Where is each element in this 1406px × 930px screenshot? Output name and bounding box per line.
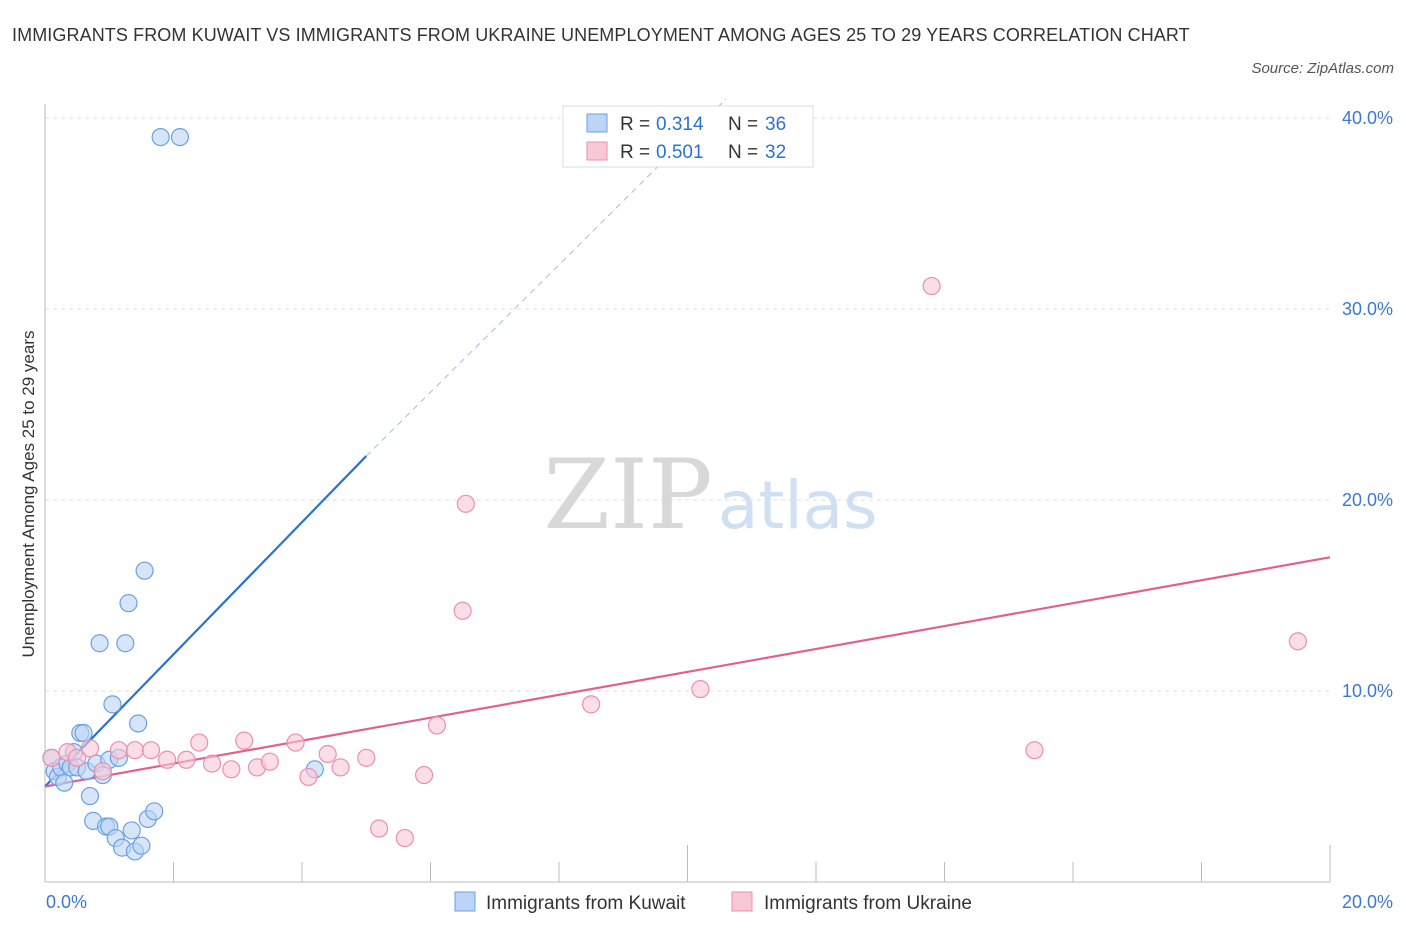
kuwait-point [122,821,141,840]
bottom-legend-swatch-kuwait [454,891,476,912]
ukraine-point [260,752,279,771]
watermark-atlas: atlas [718,467,878,544]
ukraine-point [456,494,475,513]
ukraine-point [1288,632,1307,651]
legend-r-value-kuwait: 0.314 [656,114,704,135]
kuwait-point [129,714,148,733]
bottom-legend-label-ukraine: Immigrants from Ukraine [764,893,972,914]
bottom-legend-label-kuwait: Immigrants from Kuwait [486,893,686,914]
legend-r-label-kuwait: R = [620,114,650,135]
ukraine-point [222,760,241,779]
ukraine-point [109,741,128,760]
kuwait-point [132,836,151,855]
y-tick-label: 40.0% [1342,108,1393,128]
correlation-legend: R = 0.314 N = 36 R = 0.501 N = 32 [562,105,814,168]
ukraine-point [235,731,254,750]
kuwait-point [119,594,138,613]
ukraine-point [331,758,350,777]
ukraine-point [395,828,414,848]
ukraine-point [141,741,161,760]
ukraine-point [177,750,196,769]
legend-n-label-kuwait: N = [728,114,758,135]
legend-n-value-kuwait: 36 [765,114,786,135]
ukraine-point [453,601,472,620]
ukraine-point [414,765,434,785]
ukraine-point [427,716,447,735]
grid-lines [45,117,1330,692]
kuwait-point [80,786,100,806]
kuwait-point [55,773,74,792]
bottom-legend-swatch-ukraine [731,891,753,912]
kuwait-point [116,634,135,653]
chart-source: Source: ZipAtlas.com [1251,60,1394,77]
ukraine-point [68,748,87,767]
trend-line-ukraine [44,556,1331,788]
kuwait-point [145,802,164,821]
kuwait-point [90,634,109,653]
ukraine-point [42,748,61,767]
ukraine-point [286,733,305,752]
ukraine-point [157,750,177,769]
ukraine-point [370,819,389,838]
kuwait-point [135,561,154,580]
ukraine-point [1025,741,1044,760]
chart-title: IMMIGRANTS FROM KUWAIT VS IMMIGRANTS FRO… [12,25,1190,45]
kuwait-point [103,695,122,714]
ukraine-point [299,767,318,787]
ukraine-point [93,762,112,781]
watermark-zip: ZIP [543,439,712,551]
ukraine-point [125,741,145,760]
series-legend: Immigrants from Kuwait Immigrants from U… [454,891,972,914]
kuwait-point [74,723,93,743]
ukraine-point [357,748,376,767]
ukraine-point [80,739,100,758]
legend-r-value-ukraine: 0.501 [656,142,704,163]
data-points [42,128,1307,861]
ukraine-point [202,754,222,773]
x-tick-label: 0.0% [46,892,87,912]
y-tick-label: 30.0% [1342,299,1393,319]
legend-n-label-ukraine: N = [728,142,758,163]
x-tick-label: 20.0% [1342,892,1393,912]
legend-swatch-ukraine [586,141,608,161]
trend-line-kuwait [44,455,368,788]
ukraine-point [318,744,337,764]
legend-r-label-ukraine: R = [620,142,650,163]
ukraine-point [582,695,601,714]
y-axis-label: Unemployment Among Ages 25 to 29 years [19,331,38,658]
y-tick-label: 20.0% [1342,490,1393,510]
ukraine-point [190,733,209,752]
ukraine-point [922,276,941,296]
y-tick-labels: 10.0% 20.0% 30.0% 40.0% [1342,108,1393,701]
legend-n-value-ukraine: 32 [765,142,786,163]
x-tick-labels: 0.0% 20.0% [46,892,1393,912]
kuwait-point [170,128,190,147]
legend-swatch-kuwait [586,113,608,133]
kuwait-point [151,128,170,147]
y-tick-label: 10.0% [1342,681,1393,701]
ukraine-point [691,679,710,699]
